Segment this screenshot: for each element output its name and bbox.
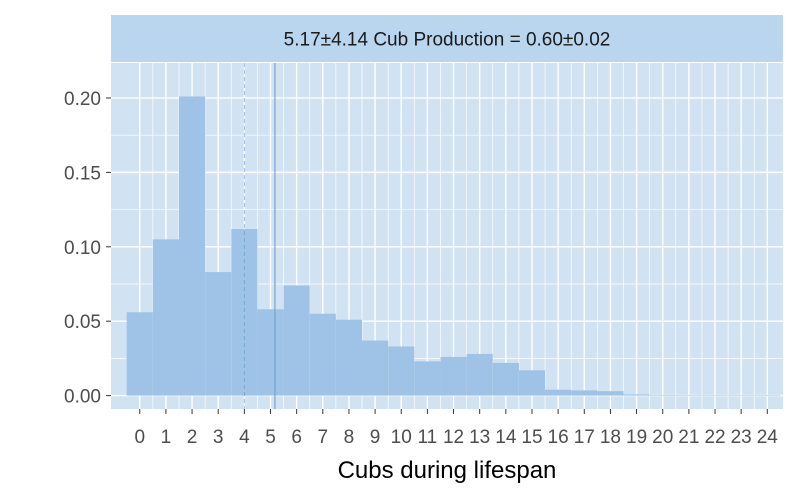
x-tick-label: 23 bbox=[731, 427, 752, 448]
histogram-bar bbox=[335, 319, 363, 396]
x-tick-label: 11 bbox=[418, 427, 438, 448]
histogram-bar bbox=[675, 395, 702, 396]
x-tick-label: 13 bbox=[469, 427, 490, 448]
x-tick-label: 17 bbox=[574, 427, 595, 448]
x-tick-label: 21 bbox=[678, 427, 699, 448]
y-tick-label: 0.05 bbox=[64, 312, 101, 333]
x-tick-label: 15 bbox=[521, 427, 542, 448]
histogram-bar bbox=[414, 361, 441, 396]
x-tick-label: 18 bbox=[600, 427, 621, 448]
y-tick-label: 0.00 bbox=[64, 387, 101, 408]
y-tick-label: 0.20 bbox=[64, 89, 101, 110]
y-axis: 0.00 0.05 0.10 0.15 0.20 bbox=[64, 89, 111, 408]
x-tick-label: 5 bbox=[265, 427, 276, 448]
x-tick-label: 7 bbox=[318, 427, 329, 448]
histogram-bar bbox=[178, 96, 206, 396]
histogram-bar bbox=[309, 313, 336, 396]
facet-strip-label: 5.17±4.14 Cub Production = 0.60±0.02 bbox=[284, 30, 611, 51]
histogram-bar bbox=[597, 391, 624, 396]
y-tick-label: 0.10 bbox=[64, 238, 101, 259]
x-tick-label: 8 bbox=[344, 427, 355, 448]
histogram-bar bbox=[152, 239, 179, 396]
histogram-bar bbox=[205, 272, 232, 396]
histogram-bar bbox=[388, 346, 415, 396]
x-axis-title: Cubs during lifespan bbox=[338, 457, 557, 484]
x-axis: 0 1 2 3 4 5 6 7 8 9 10 11 12 13 14 15 16 17 18 19 20 21 22 23 24 bbox=[134, 409, 778, 448]
histogram-bar bbox=[362, 340, 389, 396]
y-tick-label: 0.15 bbox=[64, 163, 101, 184]
x-tick-label: 14 bbox=[495, 427, 517, 448]
x-tick-label: 12 bbox=[443, 427, 464, 448]
x-tick-label: 1 bbox=[161, 427, 172, 448]
x-tick-label: 10 bbox=[391, 427, 412, 448]
x-tick-label: 16 bbox=[548, 427, 569, 448]
facet-strip bbox=[111, 15, 783, 62]
histogram-bar bbox=[518, 370, 546, 396]
histogram-bar bbox=[701, 395, 729, 396]
x-tick-label: 24 bbox=[757, 427, 779, 448]
x-tick-label: 20 bbox=[652, 427, 673, 448]
histogram-bar bbox=[492, 362, 519, 396]
x-tick-label: 22 bbox=[704, 427, 725, 448]
x-tick-label: 19 bbox=[626, 427, 647, 448]
histogram-bar bbox=[571, 390, 598, 396]
histogram-bar bbox=[466, 353, 493, 396]
histogram-bar bbox=[283, 285, 310, 396]
bars bbox=[126, 96, 781, 396]
x-tick-label: 3 bbox=[213, 427, 224, 448]
x-tick-label: 0 bbox=[134, 427, 145, 448]
histogram-bar bbox=[440, 356, 467, 396]
histogram-bar bbox=[545, 389, 572, 396]
histogram-bar bbox=[728, 395, 755, 396]
histogram-bar bbox=[649, 395, 676, 396]
x-tick-label: 2 bbox=[187, 427, 198, 448]
histogram-bar bbox=[257, 309, 284, 396]
x-tick-label: 4 bbox=[239, 427, 250, 448]
x-tick-label: 9 bbox=[370, 427, 381, 448]
histogram-bar bbox=[623, 394, 650, 396]
histogram-bar bbox=[754, 395, 781, 396]
x-tick-label: 6 bbox=[291, 427, 302, 448]
histogram-bar bbox=[126, 312, 153, 396]
